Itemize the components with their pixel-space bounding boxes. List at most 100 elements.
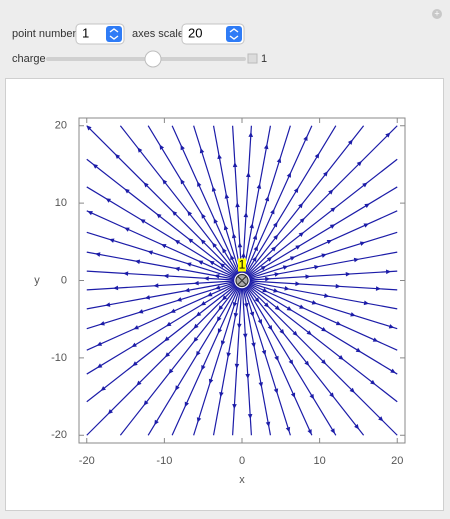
y-tick-label: 10 [55,197,67,209]
stream-arrow [324,293,330,298]
stream-arrow [200,300,206,306]
stream-arrow [237,242,243,248]
stream-arrow [390,368,396,374]
stream-arrow [285,426,291,433]
stream-line [241,288,252,436]
stream-arrow [197,260,204,265]
stream-arrow [219,391,224,398]
stream-arrow [163,273,169,279]
stream-arrow [164,352,171,358]
stream-line [86,284,237,403]
stream-arrow [251,342,256,348]
stream-line [212,288,242,436]
stream-arrow [263,302,270,308]
x-tick-label: 0 [239,455,245,467]
stream-arrow [256,183,262,189]
stream-arrow [193,336,199,343]
stream-arrow [330,207,336,213]
stream-arrow [378,416,384,422]
stream-arrow [162,179,168,185]
stream-arrow [218,305,224,311]
stream-line [212,125,242,273]
y-tick-label: -10 [51,352,67,364]
stream-arrow [289,256,296,261]
stream-arrow [172,210,178,216]
x-tick-label: 20 [391,455,403,467]
stream-line [247,285,398,436]
stream-arrow [200,239,206,245]
stream-arrow [160,244,167,249]
stream-arrow [193,323,199,329]
stream-arrow [326,239,333,245]
stream-arrow [306,330,312,336]
stream-arrow [174,239,181,245]
stream-arrow [363,300,370,306]
stream-line [147,286,239,436]
stream-arrow [350,312,356,317]
stream-arrow [243,302,249,309]
stream-arrow [193,280,199,286]
stream-arrow [248,131,254,137]
stream-arrow [214,285,221,290]
stream-arrow [279,329,285,335]
plot: -20 -10 0 10 20 -20 -10 0 10 20 x y 1 [34,117,406,486]
stream-arrow [363,223,370,228]
stream-line [248,186,398,278]
stream-arrow [249,223,254,229]
stream-arrow [356,160,362,167]
stream-line [246,125,365,275]
stream-line [249,251,398,280]
x-tick-label: -10 [156,455,172,467]
stream-arrow [109,238,115,243]
stream-arrow [144,295,151,300]
stream-arrow [124,227,130,232]
stream-arrow [221,295,228,301]
stream-arrow [338,355,344,360]
stream-arrow [388,324,395,329]
stream-line [241,125,252,273]
stream-arrow [304,360,310,367]
stream-arrow [241,252,246,258]
options-button[interactable] [432,9,442,19]
stream-line [86,283,236,375]
stream-arrow [330,428,335,434]
stream-arrow [364,203,370,209]
stream-arrow [266,256,273,262]
stream-line [232,125,243,273]
stream-arrow [201,213,206,219]
charge-slider[interactable] [46,50,246,68]
point-number-popup[interactable]: 1 [75,23,125,45]
stream-line [248,210,398,278]
stream-arrow [196,417,202,423]
stream-arrow [131,342,137,348]
stream-arrow [309,393,315,400]
stream-arrow [359,241,366,246]
slider-expand[interactable] [247,53,258,64]
stream-arrow [286,172,291,178]
stream-arrow [272,221,278,228]
stream-arrow [168,368,174,374]
stream-arrow [258,382,264,388]
options-plus: + [434,8,439,18]
stream-arrow [293,187,299,193]
stream-arrow [220,340,226,346]
stream-arrow [290,392,296,398]
stream-arrow [335,283,341,289]
stream-arrow [273,388,279,394]
stream-line [247,125,398,276]
stream-arrow [209,260,215,266]
stream-line [248,283,398,351]
stream-arrow [224,193,230,199]
stream-arrow [132,361,138,367]
stream-line [193,287,241,436]
stream-line [86,282,235,330]
stream-arrow [271,246,277,252]
stream-arrow [147,250,154,255]
stream-arrow [217,328,223,334]
axes-scale-popup[interactable]: 20 [181,23,245,45]
stream-line [245,125,337,275]
stream-line [86,285,237,436]
stream-line [86,125,237,276]
stream-arrow [232,403,237,410]
stream-arrow [257,319,262,325]
